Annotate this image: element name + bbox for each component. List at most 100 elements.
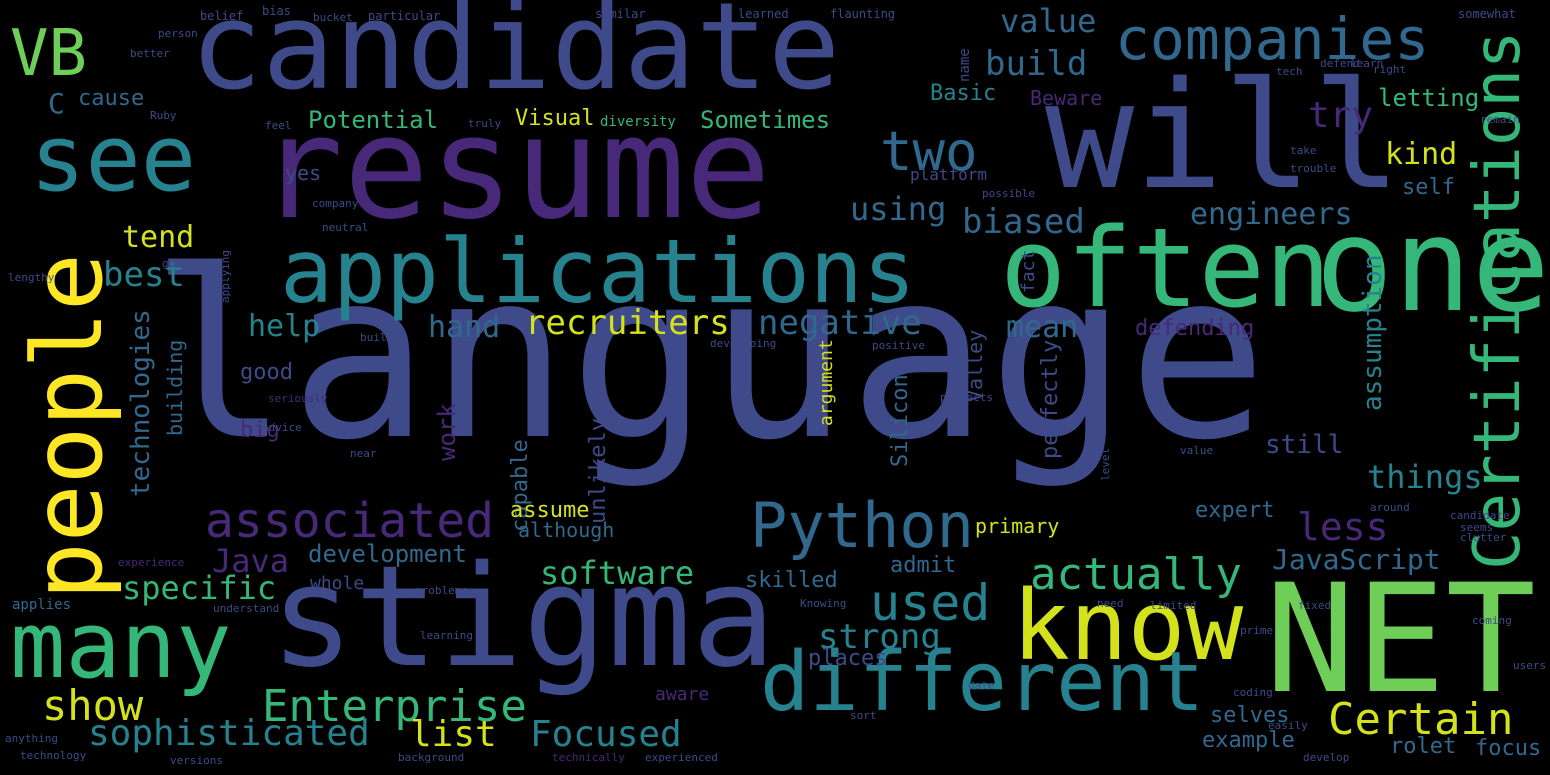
word-best-40: best	[103, 255, 185, 295]
word-admit-65: admit	[890, 553, 957, 578]
word-flaunting-97: flaunting	[830, 7, 896, 21]
word-bucket-93: bucket	[313, 11, 353, 24]
word-assumption-50: assumption	[1358, 254, 1388, 411]
word-learn-107: learn	[1350, 57, 1384, 70]
word-often-7: often	[1000, 204, 1332, 332]
word-projects-120: projects	[940, 391, 993, 404]
word-ruby-101: Ruby	[150, 109, 177, 122]
word-diversity-75: diversity	[600, 114, 676, 130]
word-applications-8: applications	[280, 220, 916, 323]
word-stigma-3: stigma	[270, 536, 776, 699]
word-defend-106: defend	[1320, 57, 1360, 70]
word-clutter-126: clutter	[1460, 531, 1507, 544]
word-try-45: try	[1308, 95, 1374, 136]
word-similar-95: similar	[595, 7, 646, 21]
word-biased-36: biased	[962, 202, 1085, 242]
word-engineers-37: engineers	[1190, 197, 1353, 232]
word-users-150: users	[1513, 659, 1547, 672]
word-python-17: Python	[750, 489, 974, 562]
word-positive-119: positive	[872, 339, 925, 352]
word-companies-15: companies	[1115, 5, 1430, 73]
word-possible-111: possible	[982, 187, 1035, 200]
word-sophisticated-24: sophisticated	[88, 713, 370, 754]
word-applying-115: applying	[219, 249, 232, 303]
word-help-41: help	[248, 309, 321, 344]
word-actually-22: actually	[1030, 549, 1242, 600]
word-focus-72: focus	[1475, 736, 1542, 761]
word-anything-143: anything	[5, 732, 58, 745]
word-enterprise-19: Enterprise	[262, 681, 527, 732]
word-sometimes-76: Sometimes	[700, 106, 831, 134]
word-lengthy-114: lengthy	[8, 271, 55, 284]
word-less-33: less	[1297, 505, 1389, 549]
word-belief-91: belief	[200, 9, 244, 23]
word-easily-152: easily	[1268, 719, 1308, 732]
word-show-27: show	[42, 681, 144, 730]
word-mean-43: mean	[1006, 310, 1079, 345]
word-work-53: work	[433, 402, 461, 461]
word-name-90: name	[957, 47, 973, 82]
word-take-109: take	[1290, 144, 1317, 157]
word-silicon-57: Silicon	[888, 374, 913, 468]
word-coming-138: coming	[1472, 614, 1512, 627]
word-basic-77: Basic	[930, 81, 997, 106]
word-java-48: Java	[212, 542, 290, 580]
word-hand-42: hand	[428, 310, 501, 345]
word-strong-30: strong	[818, 617, 941, 657]
word-need-135: need	[1097, 597, 1124, 610]
word-argument-56: argument	[816, 339, 837, 427]
word-defending-61: defending	[1135, 316, 1255, 341]
word-advice-122: advice	[262, 421, 302, 434]
word-software-31: software	[540, 554, 695, 592]
word-certain-20: Certain	[1328, 694, 1514, 745]
word-will-4: will	[1045, 50, 1402, 222]
word-big-86: big	[240, 418, 280, 443]
word-bias-92: bias	[262, 4, 291, 18]
word-technically-141: technically	[552, 751, 625, 764]
word-see-9: see	[30, 105, 197, 212]
word-value-35: value	[1000, 2, 1097, 40]
word-aware-68: aware	[655, 684, 710, 705]
word-develop-145: develop	[1303, 751, 1350, 764]
word-beware-78: Beware	[1030, 86, 1103, 110]
word-negative-29: negative	[758, 303, 922, 343]
word-yes-83: yes	[285, 161, 322, 185]
word-expert-63: expert	[1195, 498, 1275, 523]
word-fact-60: fact	[1018, 249, 1039, 294]
word-seriously-121: seriously	[268, 392, 328, 405]
word-learned-96: learned	[738, 7, 789, 21]
word-used-23: used	[870, 574, 991, 632]
word-technologies-51: technologies	[126, 309, 156, 498]
word-candidate-2: candidate	[190, 0, 841, 117]
word-better-100: better	[130, 47, 170, 60]
word-fixed-151: fixed	[1298, 599, 1332, 612]
word-problems-133: problems	[415, 584, 468, 597]
word-versions-142: versions	[170, 754, 223, 767]
word-specific-32: specific	[122, 569, 277, 607]
word-visual-74: Visual	[515, 106, 595, 131]
word-limited-136: limited	[1150, 599, 1197, 612]
word-net-5: NET	[1265, 553, 1536, 727]
word-different-13: different	[760, 635, 1205, 730]
word-places-67: places	[808, 646, 888, 671]
word-whole-89: whole	[310, 573, 365, 594]
word-c-82: C	[48, 87, 65, 120]
word-seems-129: seems	[1460, 521, 1494, 534]
word-prime-149: prime	[1240, 624, 1274, 637]
word-example-70: example	[1202, 728, 1295, 753]
word-developing-118: developing	[710, 337, 777, 350]
word-vb-16: VB	[10, 17, 88, 91]
word-learning-137: learning	[420, 629, 473, 642]
word-applies-131: applies	[12, 597, 72, 613]
word-self-80: self	[1402, 175, 1455, 200]
word-know-10: know	[1012, 570, 1244, 682]
word-trouble-110: trouble	[1290, 162, 1337, 175]
word-feel-102: feel	[265, 119, 292, 132]
word-truly-103: truly	[468, 117, 502, 130]
word-background-140: background	[398, 751, 465, 764]
word-somewhat-98: somewhat	[1458, 7, 1516, 21]
word-many-11: many	[10, 592, 232, 699]
word-associated-18: associated	[205, 493, 494, 549]
word-letting-79: letting	[1378, 84, 1480, 112]
